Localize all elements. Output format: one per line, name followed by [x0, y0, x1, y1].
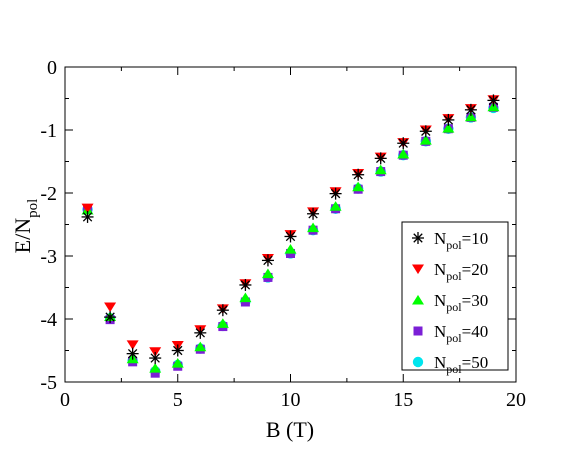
- legend-label-suffix: =50: [462, 353, 489, 372]
- data-point: [374, 152, 387, 165]
- data-point: [171, 358, 184, 368]
- y-axis-label-main: E/N: [10, 218, 35, 254]
- legend-marker: [412, 264, 424, 275]
- legend-label-sub: pol: [446, 269, 462, 283]
- legend-box: [401, 221, 509, 371]
- y-tick-label: -1: [40, 120, 57, 142]
- legend-label-sub: pol: [446, 300, 462, 314]
- x-tick-label: 10: [281, 389, 301, 411]
- y-tick-labels: 0 -1 -2 -3 -4 -5: [40, 57, 57, 394]
- data-point: [239, 278, 252, 291]
- data-point: [419, 125, 432, 138]
- data-point: [126, 347, 139, 360]
- data-point: [307, 207, 320, 220]
- data-point: [464, 111, 477, 122]
- legend-label: Npol=10: [434, 229, 488, 252]
- data-point: [307, 222, 320, 233]
- data-point: [81, 210, 94, 223]
- legend-label-suffix: =30: [462, 291, 489, 310]
- legend-item: Npol=30: [412, 291, 488, 314]
- series-npol-10: [81, 94, 500, 365]
- legend-item: Npol=40: [413, 322, 488, 345]
- data-point: [216, 318, 229, 328]
- legend-label-main: N: [434, 260, 446, 279]
- data-points: [81, 94, 500, 378]
- legend-label-suffix: =40: [462, 322, 489, 341]
- legend-label: Npol=30: [434, 291, 488, 314]
- y-tick-label: 0: [47, 57, 57, 79]
- data-point: [81, 203, 94, 214]
- x-axis-label: B (T): [266, 417, 314, 442]
- y-tick-label: -2: [40, 183, 57, 205]
- x-tick-labels: 0 5 10 15 20: [60, 389, 526, 411]
- x-tick-label: 0: [60, 389, 70, 411]
- data-point: [329, 201, 342, 211]
- data-point: [150, 368, 160, 378]
- legend-label: Npol=20: [434, 260, 488, 283]
- legend-marker: [413, 326, 423, 336]
- legend-marker: [412, 232, 424, 244]
- legend-item: Npol=10: [412, 229, 488, 252]
- series-npol-30: [81, 101, 500, 373]
- y-tick-label: -3: [40, 246, 57, 268]
- legend-label-suffix: =20: [462, 260, 489, 279]
- data-point: [419, 134, 432, 145]
- legend-item: Npol=20: [412, 260, 488, 283]
- data-point: [194, 326, 207, 339]
- y-tick-label: -5: [40, 372, 57, 394]
- legend-label-main: N: [434, 353, 446, 372]
- data-point: [374, 164, 387, 175]
- data-point: [261, 268, 274, 279]
- legend-label-sub: pol: [446, 362, 462, 376]
- y-tick-label: -4: [40, 309, 57, 331]
- data-point: [104, 311, 117, 324]
- legend-label-main: N: [434, 229, 446, 248]
- data-point: [329, 187, 342, 200]
- data-point: [442, 123, 455, 133]
- data-point: [104, 302, 117, 313]
- data-point: [149, 363, 162, 373]
- legend-label-main: N: [434, 291, 446, 310]
- data-point: [239, 292, 252, 303]
- data-point: [397, 148, 410, 159]
- data-point: [194, 341, 207, 352]
- data-point: [149, 352, 162, 365]
- legend-item: Npol=50: [412, 353, 488, 376]
- data-point: [171, 344, 184, 357]
- x-tick-label: 5: [173, 389, 183, 411]
- legend-label-sub: pol: [446, 238, 462, 252]
- x-tick-label: 20: [506, 389, 526, 411]
- legend-label-suffix: =10: [462, 229, 489, 248]
- legend-label-main: N: [434, 322, 446, 341]
- data-point: [352, 168, 365, 181]
- data-point: [442, 113, 455, 126]
- data-point: [216, 304, 229, 317]
- data-point: [284, 243, 297, 254]
- legend-label: Npol=50: [434, 353, 488, 376]
- data-point: [397, 137, 410, 150]
- data-point: [487, 94, 500, 107]
- legend-label-sub: pol: [446, 331, 462, 345]
- legend-label: Npol=40: [434, 322, 488, 345]
- data-point: [126, 340, 139, 350]
- legend-marker: [412, 294, 424, 305]
- data-point: [352, 181, 365, 192]
- data-point: [261, 254, 274, 267]
- y-axis-label: E/Npol: [10, 199, 41, 254]
- data-point: [464, 103, 477, 116]
- legend-marker: [412, 356, 424, 368]
- axis-ticks: [64, 66, 517, 383]
- data-point: [284, 230, 297, 243]
- x-tick-label: 15: [393, 389, 413, 411]
- y-axis-label-sub: pol: [25, 199, 41, 218]
